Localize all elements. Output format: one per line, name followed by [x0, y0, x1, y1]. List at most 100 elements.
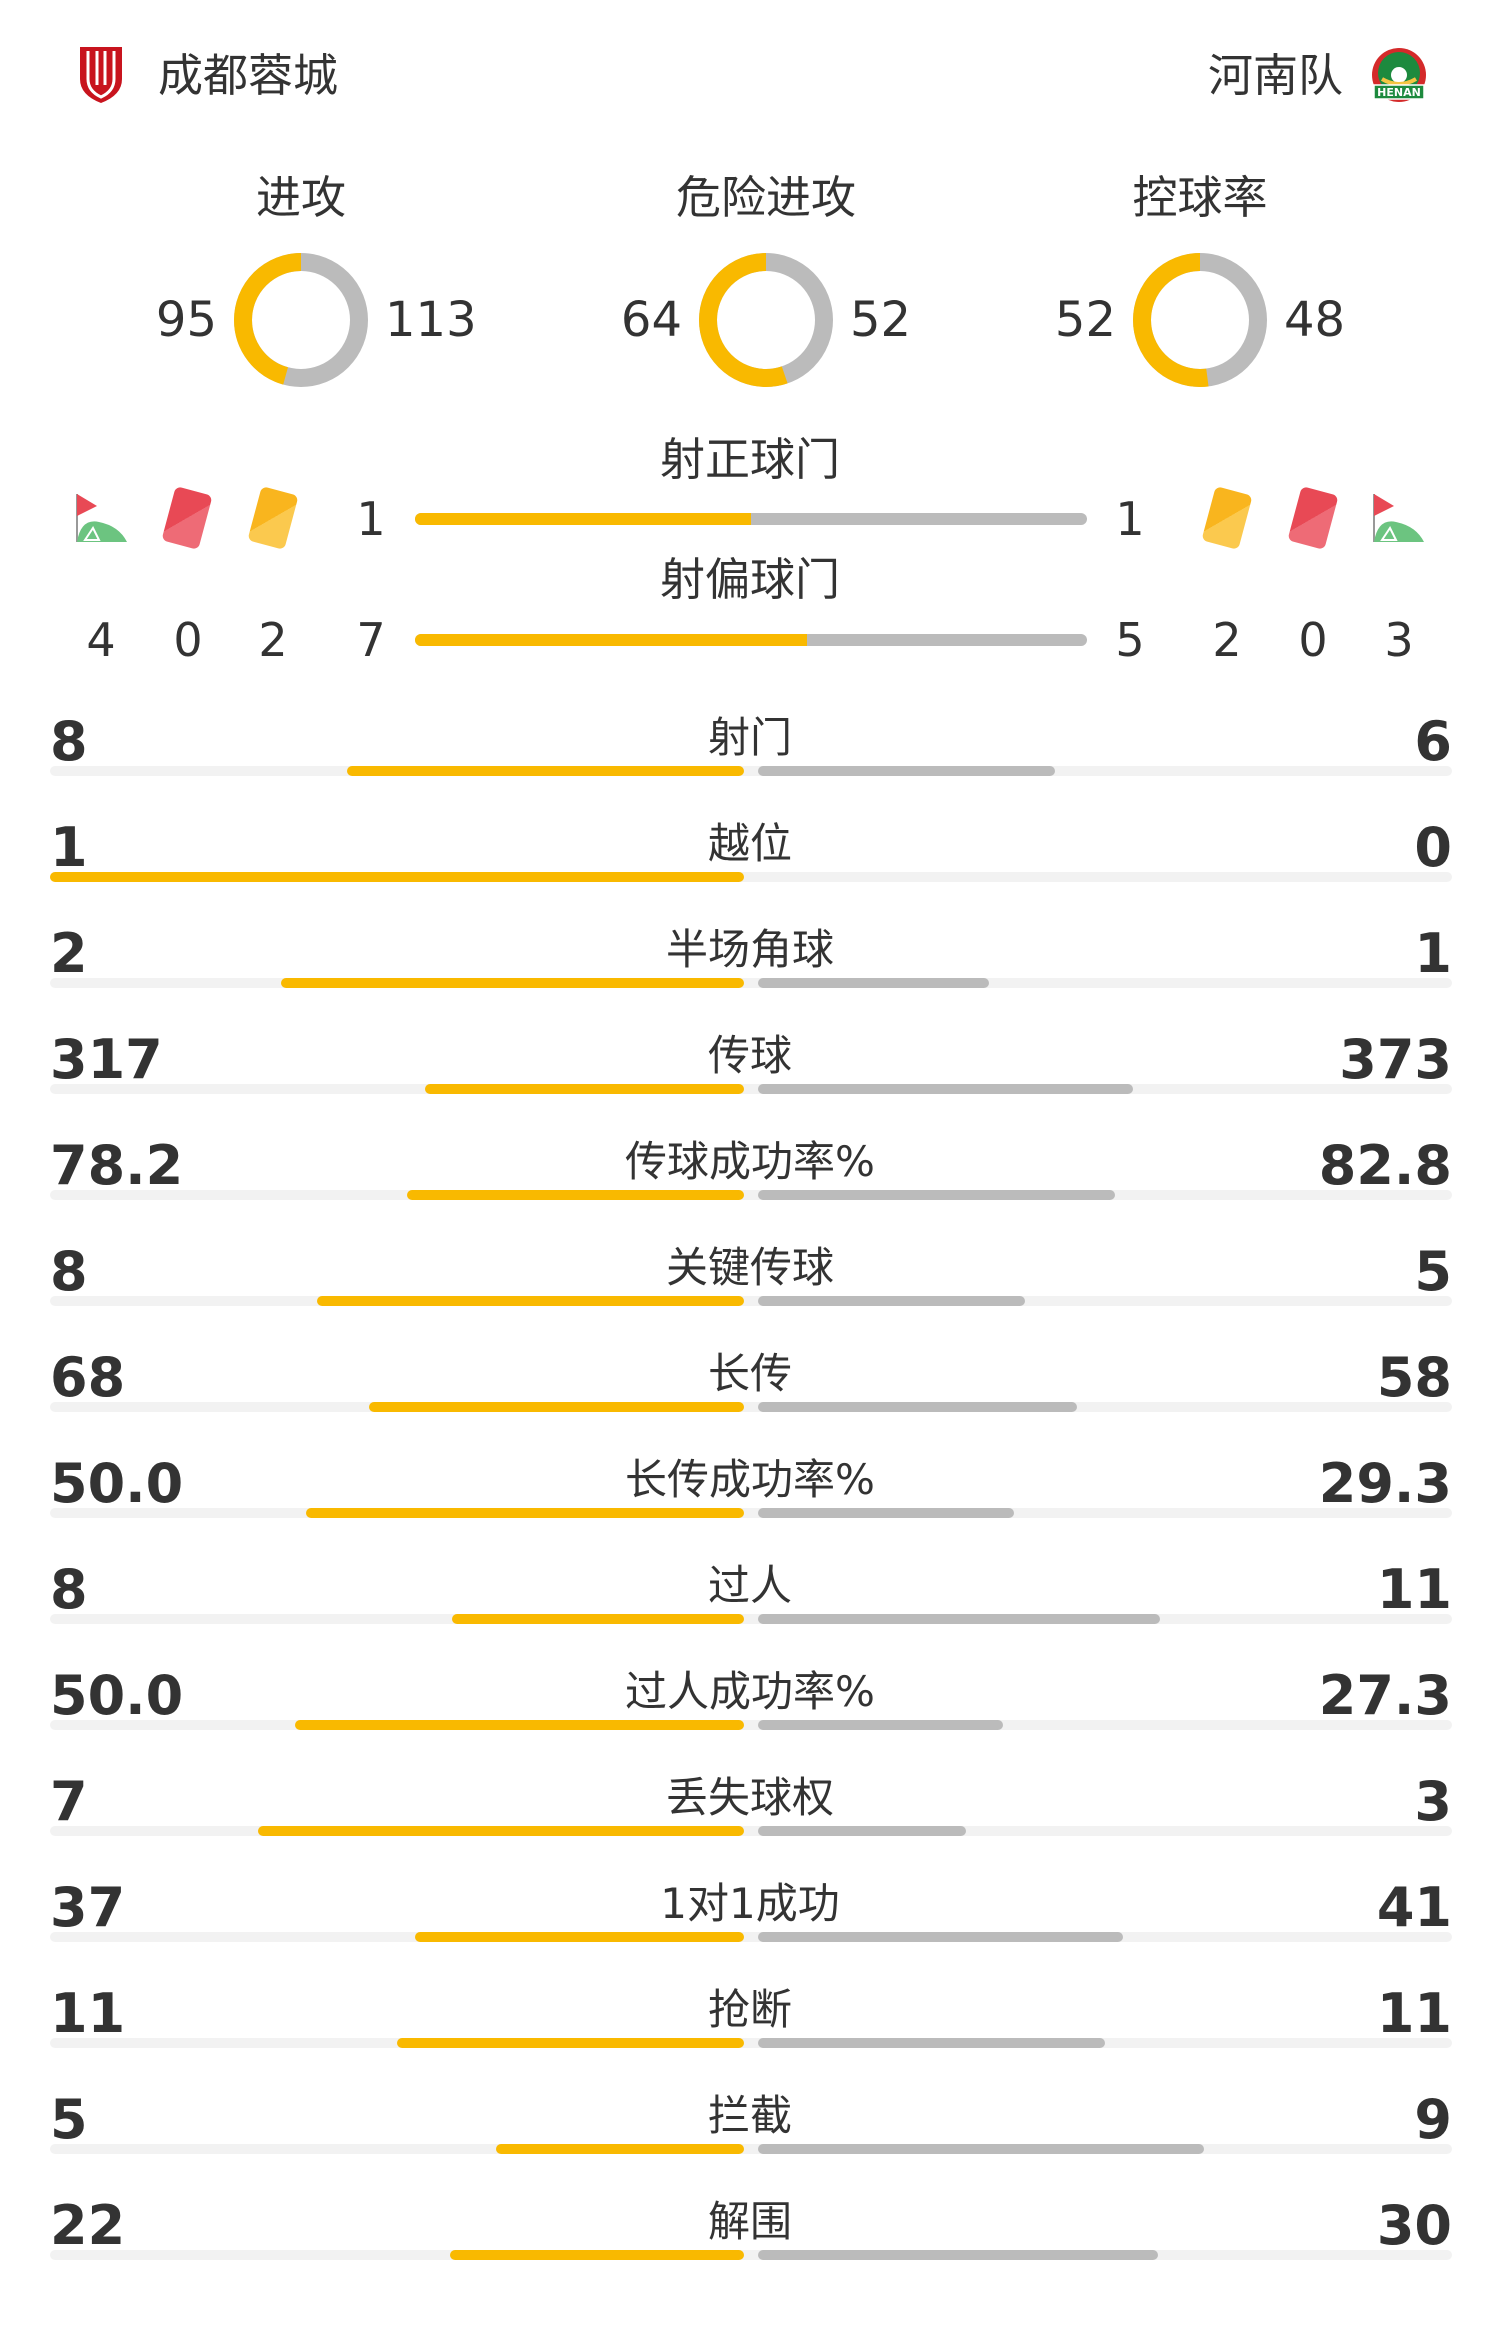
stat-label: 传球: [707, 1031, 792, 1080]
away-corners-count: 3: [1384, 613, 1414, 667]
donut-home-arc: [1133, 253, 1267, 387]
stat-label: 越位: [707, 819, 792, 868]
shots-off-target-bar: [415, 634, 1087, 646]
away-team-logo: HENAN: [1370, 45, 1428, 107]
stat-track: [50, 1190, 1452, 1200]
stat-row: 1 越位 0: [0, 816, 1500, 916]
donut-away-value: 52: [850, 292, 912, 348]
stat-track: [50, 978, 1452, 988]
stat-away-bar: [758, 978, 990, 988]
stat-track: [50, 1826, 1452, 1836]
stat-label: 过人: [707, 1561, 792, 1610]
stat-home-value: 11: [50, 1982, 126, 2045]
stat-away-value: 373: [1339, 1028, 1452, 1091]
stat-label: 长传: [707, 1349, 792, 1398]
stat-row: 78.2 传球成功率% 82.8: [0, 1134, 1500, 1234]
stat-label: 半场角球: [665, 925, 834, 974]
stat-home-bar: [295, 1720, 744, 1730]
red-card-icon: [1287, 486, 1339, 550]
stat-row: 5 拦截 9: [0, 2088, 1500, 2188]
stat-label: 1对1成功: [660, 1879, 840, 1928]
stat-row: 22 解围 30: [0, 2194, 1500, 2294]
donut-title: 控球率: [1132, 171, 1268, 224]
stat-label: 解围: [707, 2197, 792, 2246]
home-red-cards-count: 0: [173, 613, 203, 667]
home-yellow-cards-count: 2: [258, 613, 288, 667]
stat-track: [50, 1508, 1452, 1518]
stat-label: 射门: [707, 713, 792, 762]
stat-away-value: 58: [1376, 1346, 1452, 1409]
stat-away-value: 41: [1376, 1876, 1452, 1939]
stat-label: 抢断: [707, 1985, 792, 2034]
stat-label: 过人成功率%: [625, 1667, 875, 1716]
stat-away-bar: [758, 2144, 1205, 2154]
stat-home-value: 1: [50, 816, 88, 879]
corner-flag-icon: [1372, 492, 1426, 548]
donut-title: 危险进攻: [675, 171, 856, 224]
stat-home-bar: [397, 2038, 744, 2048]
stat-home-value: 5: [50, 2088, 88, 2151]
stat-home-value: 7: [50, 1770, 88, 1833]
stat-row: 37 1对1成功 41: [0, 1876, 1500, 1976]
stat-track: [50, 1084, 1452, 1094]
stat-label: 丢失球权: [665, 1773, 834, 1822]
home-corners-count: 4: [86, 613, 116, 667]
stat-home-value: 37: [50, 1876, 126, 1939]
stat-away-bar: [758, 2038, 1105, 2048]
stat-away-bar: [758, 1932, 1123, 1942]
stat-away-value: 5: [1414, 1240, 1452, 1303]
stat-track: [50, 1614, 1452, 1624]
stat-home-bar: [414, 1932, 744, 1942]
donut-home-value: 64: [620, 292, 682, 348]
donut-title: 进攻: [255, 171, 346, 224]
stat-home-value: 78.2: [50, 1134, 184, 1197]
away-team-name: 河南队: [1207, 49, 1343, 102]
stat-track: [50, 2144, 1452, 2154]
stat-row: 50.0 长传成功率% 29.3: [0, 1452, 1500, 1552]
stat-label: 传球成功率%: [625, 1137, 875, 1186]
stat-track: [50, 1932, 1452, 1942]
away-red-cards-count: 0: [1298, 613, 1328, 667]
donut-home-arc: [234, 253, 368, 387]
shots-off-target-home-fill: [415, 634, 807, 646]
stat-home-value: 22: [50, 2194, 126, 2257]
stat-home-value: 50.0: [50, 1452, 184, 1515]
stat-home-bar: [306, 1508, 744, 1518]
donut-home-value: 95: [155, 292, 217, 348]
shots-on-target-bar: [415, 513, 1087, 525]
stat-home-bar: [347, 766, 744, 776]
stat-label: 长传成功率%: [625, 1455, 875, 1504]
stat-row: 8 过人 11: [0, 1558, 1500, 1658]
stat-away-bar: [758, 1084, 1134, 1094]
stat-away-bar: [758, 1614, 1160, 1624]
donut-home-arc: [699, 253, 833, 387]
stat-track: [50, 1296, 1452, 1306]
away-yellow-cards-count: 2: [1212, 613, 1242, 667]
stat-home-bar: [50, 872, 744, 882]
stat-away-value: 82.8: [1318, 1134, 1452, 1197]
stat-away-bar: [758, 1720, 1004, 1730]
stat-home-value: 68: [50, 1346, 126, 1409]
stat-home-bar: [369, 1402, 744, 1412]
stat-row: 8 射门 6: [0, 710, 1500, 810]
stat-track: [50, 766, 1452, 776]
stat-home-bar: [316, 1296, 744, 1306]
stat-away-value: 3: [1414, 1770, 1452, 1833]
stat-home-value: 8: [50, 1240, 88, 1303]
stat-away-bar: [758, 1508, 1015, 1518]
stat-away-bar: [758, 2250, 1159, 2260]
shots-on-target-home-fill: [415, 513, 751, 525]
stat-track: [50, 1402, 1452, 1412]
stat-track: [50, 1720, 1452, 1730]
donut-chart: [1133, 253, 1267, 387]
stat-away-value: 0: [1414, 816, 1452, 879]
away-logo-text: HENAN: [1377, 86, 1421, 99]
corner-flag-icon: [75, 492, 129, 548]
stat-home-value: 8: [50, 1558, 88, 1621]
stat-home-value: 317: [50, 1028, 163, 1091]
stat-row: 317 传球 373: [0, 1028, 1500, 1128]
donut-chart: [699, 253, 833, 387]
stat-home-bar: [450, 2250, 744, 2260]
stat-away-value: 27.3: [1318, 1664, 1452, 1727]
home-shots-off-target: 7: [356, 613, 386, 667]
